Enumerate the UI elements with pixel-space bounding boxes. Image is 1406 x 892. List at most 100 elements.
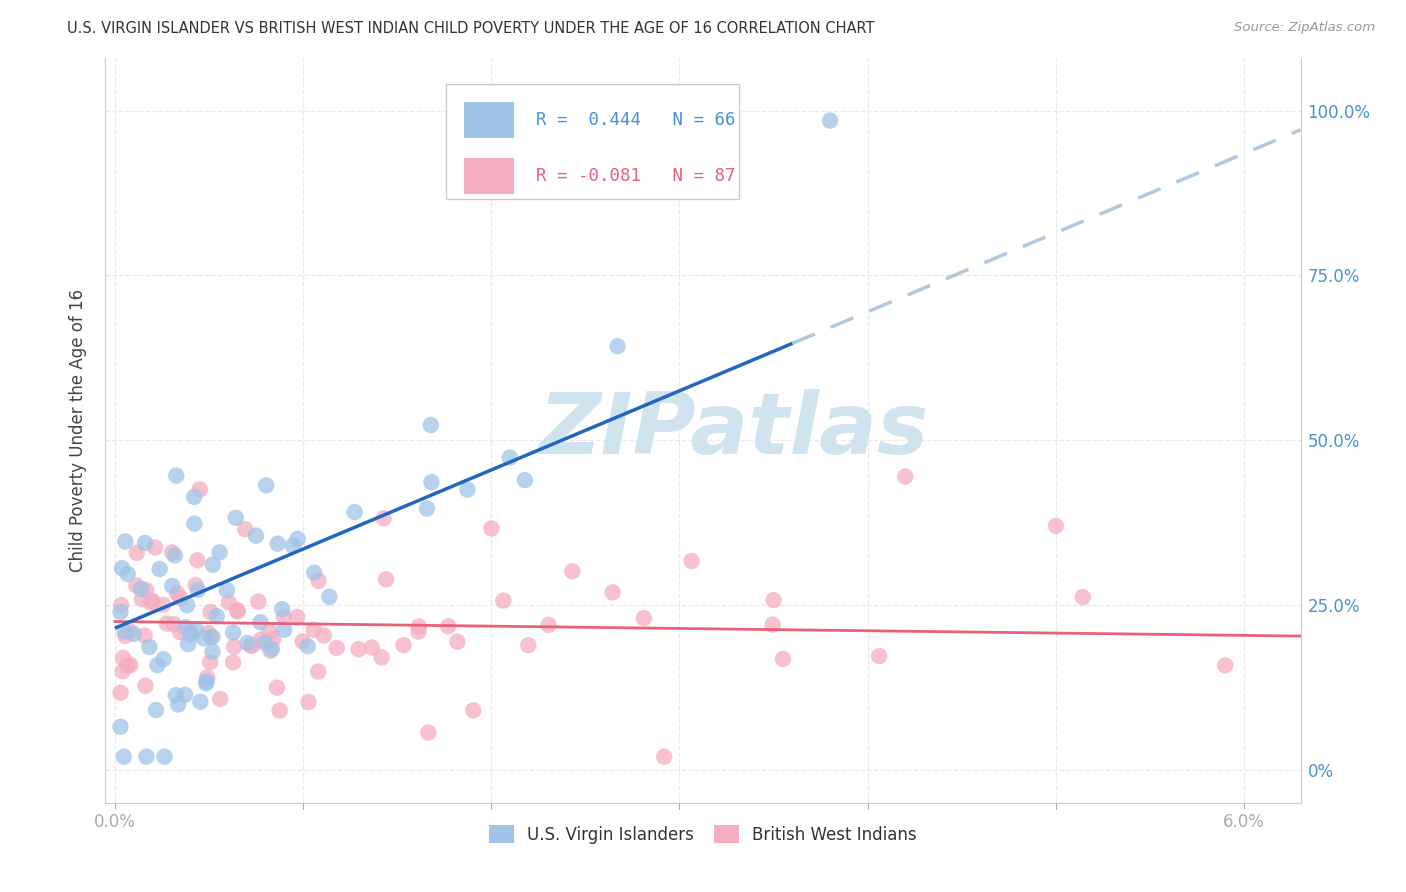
Point: [183, 516, 205, 531]
Point: [156, 616, 179, 631]
Point: [1213, 658, 1236, 673]
Point: [239, 639, 262, 653]
Point: [416, 501, 439, 516]
Point: [1045, 519, 1067, 533]
Point: [281, 539, 304, 553]
Point: [129, 582, 152, 596]
Point: [110, 720, 132, 734]
Point: [236, 636, 259, 650]
Point: [218, 596, 240, 610]
Point: [167, 698, 190, 712]
Point: [818, 113, 841, 128]
Point: [245, 528, 267, 542]
Point: [408, 624, 430, 639]
Point: [195, 670, 218, 684]
Point: [606, 339, 628, 353]
Point: [269, 704, 291, 718]
Point: [153, 749, 176, 764]
Point: [420, 475, 443, 490]
Point: [297, 639, 319, 653]
Point: [297, 695, 319, 709]
Point: [343, 505, 366, 519]
Bar: [464, 102, 515, 137]
Text: R =  0.444   N = 66: R = 0.444 N = 66: [536, 111, 735, 128]
Point: [373, 511, 395, 525]
Point: [408, 619, 430, 633]
Point: [499, 450, 522, 465]
Point: [259, 643, 281, 657]
Point: [253, 636, 276, 650]
Point: [215, 583, 238, 598]
Point: [188, 483, 211, 497]
Bar: [464, 158, 515, 194]
Legend: U.S. Virgin Islanders, British West Indians: U.S. Virgin Islanders, British West Indi…: [482, 819, 924, 850]
Point: [138, 640, 160, 654]
Point: [208, 545, 231, 559]
Point: [149, 562, 172, 576]
Point: [1071, 590, 1094, 604]
Point: [193, 632, 215, 646]
Point: [233, 522, 256, 536]
Point: [145, 703, 167, 717]
Point: [180, 624, 202, 639]
Point: [110, 605, 132, 619]
Point: [141, 594, 163, 608]
Point: [537, 618, 560, 632]
Point: [224, 640, 246, 654]
Point: [134, 679, 156, 693]
Point: [134, 629, 156, 643]
Point: [187, 582, 209, 597]
Point: [125, 546, 148, 560]
Point: [125, 578, 148, 592]
Point: [262, 632, 284, 647]
Point: [392, 638, 415, 652]
Point: [165, 688, 187, 702]
Point: [418, 725, 440, 739]
Point: [180, 627, 202, 641]
Point: [120, 657, 142, 672]
Point: [762, 617, 785, 632]
Point: [308, 574, 330, 588]
Point: [318, 590, 340, 604]
Point: [146, 658, 169, 673]
Point: [163, 617, 186, 632]
Point: [200, 655, 222, 669]
Point: [160, 545, 183, 559]
Point: [762, 593, 785, 607]
Point: [135, 749, 157, 764]
Point: [201, 645, 224, 659]
Point: [772, 652, 794, 666]
Point: [163, 549, 186, 563]
Point: [446, 634, 468, 648]
Point: [247, 594, 270, 608]
Point: [240, 639, 263, 653]
Point: [184, 623, 207, 637]
Point: [226, 605, 249, 619]
Point: [195, 676, 218, 690]
Point: [197, 626, 219, 640]
Point: [266, 681, 288, 695]
Text: Source: ZipAtlas.com: Source: ZipAtlas.com: [1234, 21, 1375, 34]
Point: [304, 566, 326, 580]
Point: [273, 609, 295, 624]
Point: [347, 642, 370, 657]
Point: [226, 603, 249, 617]
Point: [222, 625, 245, 640]
Point: [201, 630, 224, 644]
Point: [188, 695, 211, 709]
Point: [463, 703, 485, 717]
Point: [169, 591, 191, 606]
Point: [131, 592, 153, 607]
Point: [114, 629, 136, 643]
Point: [273, 623, 295, 637]
Point: [481, 521, 503, 535]
Point: [561, 564, 583, 578]
Point: [122, 627, 145, 641]
Point: [184, 578, 207, 592]
Point: [205, 609, 228, 624]
Point: [112, 650, 135, 665]
Point: [291, 634, 314, 648]
Point: [143, 541, 166, 555]
Point: [209, 692, 232, 706]
Point: [271, 602, 294, 616]
